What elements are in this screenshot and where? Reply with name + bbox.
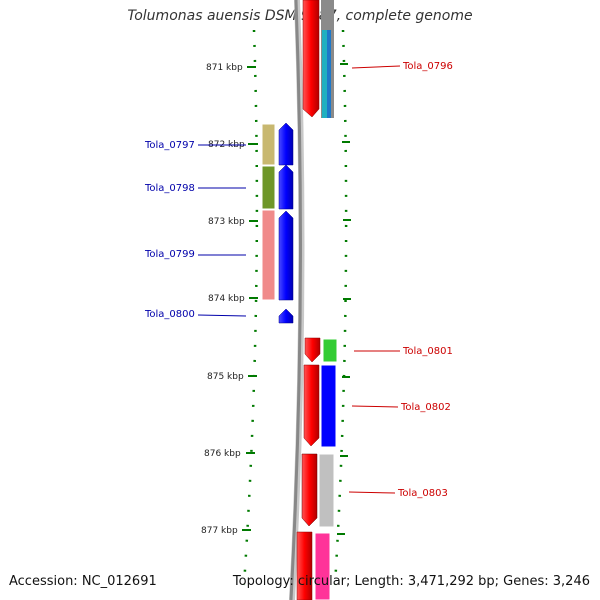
ruler-dots-right: [333, 29, 348, 586]
leader-line: [351, 65, 401, 69]
gene-label-0799[interactable]: Tola_0799: [144, 249, 195, 260]
ruler-label: 876 kbp: [204, 449, 241, 459]
gene-label-0801[interactable]: Tola_0801: [402, 346, 453, 357]
gene-arrow-0800[interactable]: [278, 308, 294, 324]
gene-label-0797[interactable]: Tola_0797: [144, 140, 195, 151]
gene-arrow-0799[interactable]: [278, 210, 294, 301]
gene-label-0798[interactable]: Tola_0798: [144, 183, 195, 194]
gene-arrow-0803[interactable]: [301, 453, 318, 527]
ruler-label: 873 kbp: [208, 217, 245, 227]
ruler-label: 875 kbp: [207, 372, 244, 382]
leader-line: [348, 491, 396, 494]
cog-block-0797[interactable]: [261, 123, 276, 166]
gene-label-0802[interactable]: Tola_0802: [400, 402, 451, 413]
gene-label-0796[interactable]: Tola_0796: [402, 61, 453, 72]
cog-block-0803[interactable]: [318, 453, 335, 528]
gene-arrow-0798[interactable]: [278, 164, 294, 210]
gene-arrow-0802[interactable]: [303, 364, 320, 447]
gene-label-0803[interactable]: Tola_0803: [397, 488, 448, 499]
gene-arrow-next[interactable]: [296, 531, 313, 600]
cog-block-0802[interactable]: [320, 364, 337, 448]
cog-block-0796[interactable]: [322, 30, 327, 118]
accession-text: Accession: NC_012691: [9, 574, 157, 589]
topology-text: Topology: circular; Length: 3,471,292 bp…: [232, 574, 590, 589]
cog-block-0796-b[interactable]: [327, 30, 331, 118]
gene-label-0800[interactable]: Tola_0800: [144, 309, 195, 320]
cog-block-0801[interactable]: [322, 338, 338, 363]
cog-block-0798[interactable]: [261, 165, 276, 210]
gene-arrow-0801[interactable]: [304, 337, 321, 363]
ruler-dots-left: [242, 29, 259, 586]
leader-line: [351, 405, 399, 408]
gene-arrow-0797[interactable]: [278, 122, 294, 166]
cog-block-next[interactable]: [314, 532, 331, 600]
ruler-label: 877 kbp: [201, 526, 238, 536]
cog-block-0799[interactable]: [261, 209, 276, 301]
leader-line: [197, 314, 247, 317]
gene-arrow-0796[interactable]: [302, 0, 320, 118]
backbone: [289, 0, 302, 600]
ruler-label: 874 kbp: [208, 294, 245, 304]
ruler-label: 871 kbp: [206, 63, 243, 73]
